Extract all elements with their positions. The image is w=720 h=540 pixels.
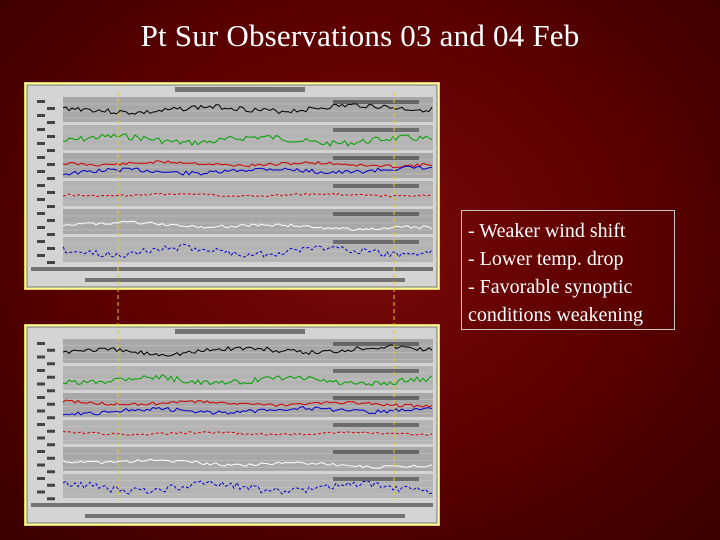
axis-tick-text xyxy=(47,389,55,392)
axis-tick-text xyxy=(47,403,55,406)
series-label xyxy=(333,240,419,244)
axis-tick-text xyxy=(37,212,45,215)
axis-tick-text xyxy=(37,410,45,413)
axis-tick-text xyxy=(37,156,45,159)
axis-tick-text xyxy=(37,464,45,467)
date-axis-text xyxy=(85,278,405,282)
findings-box: - Weaker wind shift - Lower temp. drop -… xyxy=(461,210,675,330)
axis-tick-text xyxy=(47,430,55,433)
axis-tick-text xyxy=(37,170,45,173)
axis-tick-text xyxy=(37,142,45,145)
axis-tick-text xyxy=(37,184,45,187)
date-axis-text xyxy=(85,514,405,518)
axis-tick-text xyxy=(47,376,55,379)
axis-tick-text xyxy=(37,342,45,345)
finding-weakening: conditions weakening xyxy=(468,301,674,329)
axis-tick-text xyxy=(37,369,45,372)
axis-tick-text xyxy=(47,261,55,264)
axis-tick-text xyxy=(37,114,45,117)
series-label xyxy=(333,450,419,454)
axis-tick-text xyxy=(37,491,45,494)
finding-synoptic: - Favorable synoptic xyxy=(468,273,674,301)
observation-chart-04-feb-plot xyxy=(25,325,439,525)
axis-tick-text xyxy=(37,100,45,103)
axis-tick-text xyxy=(47,191,55,194)
axis-tick-text xyxy=(37,128,45,131)
series-label xyxy=(333,156,419,160)
axis-tick-text xyxy=(37,477,45,480)
axis-tick-text xyxy=(47,233,55,236)
axis-tick-text xyxy=(37,383,45,386)
finding-wind-shift: - Weaker wind shift xyxy=(468,217,674,245)
chart-header-text xyxy=(175,329,305,334)
axis-tick-text xyxy=(47,416,55,419)
axis-tick-text xyxy=(47,362,55,365)
observation-chart-03-feb xyxy=(24,82,440,290)
axis-tick-text xyxy=(47,219,55,222)
axis-tick-text xyxy=(47,149,55,152)
series-label xyxy=(333,100,419,104)
observation-chart-04-feb xyxy=(24,324,440,526)
series-label xyxy=(333,342,419,346)
series-label xyxy=(333,396,419,400)
axis-tick-text xyxy=(47,177,55,180)
axis-tick-text xyxy=(47,457,55,460)
axis-tick-text xyxy=(37,356,45,359)
slide-title: Pt Sur Observations 03 and 04 Feb xyxy=(0,18,720,54)
axis-tick-text xyxy=(47,349,55,352)
series-label xyxy=(333,128,419,132)
axis-tick-text xyxy=(47,497,55,500)
observation-chart-03-feb-plot xyxy=(25,83,439,289)
series-label xyxy=(333,423,419,427)
hour-axis-text xyxy=(31,267,433,271)
axis-tick-text xyxy=(47,247,55,250)
axis-tick-text xyxy=(37,450,45,453)
series-label xyxy=(333,477,419,481)
axis-tick-text xyxy=(47,470,55,473)
series-label xyxy=(333,212,419,216)
axis-tick-text xyxy=(37,226,45,229)
axis-tick-text xyxy=(47,484,55,487)
axis-tick-text xyxy=(37,254,45,257)
series-label xyxy=(333,184,419,188)
axis-tick-text xyxy=(37,396,45,399)
axis-tick-text xyxy=(47,121,55,124)
series-label xyxy=(333,369,419,373)
chart-header-text xyxy=(175,87,305,92)
finding-temp-drop: - Lower temp. drop xyxy=(468,245,674,273)
axis-tick-text xyxy=(37,198,45,201)
hour-axis-text xyxy=(31,503,433,507)
axis-tick-text xyxy=(47,205,55,208)
axis-tick-text xyxy=(37,423,45,426)
axis-tick-text xyxy=(47,107,55,110)
axis-tick-text xyxy=(37,437,45,440)
axis-tick-text xyxy=(47,163,55,166)
axis-tick-text xyxy=(37,240,45,243)
axis-tick-text xyxy=(47,135,55,138)
axis-tick-text xyxy=(47,443,55,446)
